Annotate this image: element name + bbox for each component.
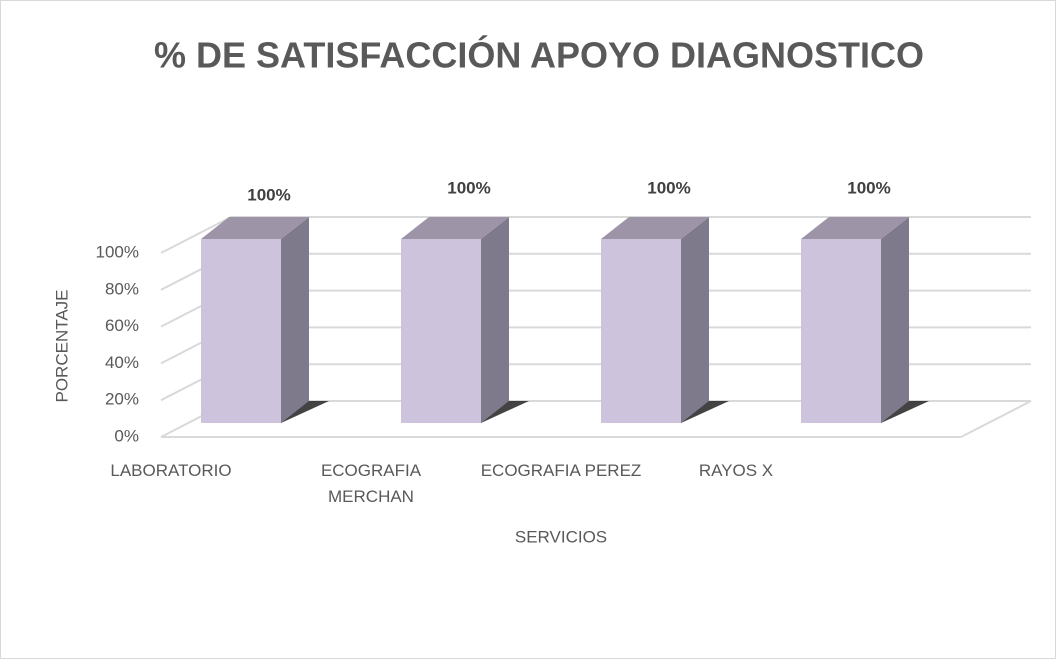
y-tick-label: 80% xyxy=(105,279,139,298)
data-label: 100% xyxy=(247,185,290,204)
bar xyxy=(201,239,281,423)
floor-edge xyxy=(960,400,1032,438)
bar-top xyxy=(401,217,509,239)
bar-top xyxy=(201,217,309,239)
bar xyxy=(801,239,881,423)
bar-side xyxy=(481,217,509,423)
y-tick-label: 60% xyxy=(105,316,139,335)
x-axis-label: SERVICIOS xyxy=(515,527,607,546)
data-label: 100% xyxy=(847,178,890,197)
bar-top xyxy=(801,217,909,239)
data-label: 100% xyxy=(647,178,690,197)
bar-side xyxy=(681,217,709,423)
bar-side xyxy=(881,217,909,423)
data-label: 100% xyxy=(447,178,490,197)
x-tick-label: LABORATORIO xyxy=(110,461,232,480)
y-tick-label: 40% xyxy=(105,353,139,372)
bar-side xyxy=(281,217,309,423)
bar xyxy=(401,239,481,423)
bar-top xyxy=(601,217,709,239)
y-tick-label: 0% xyxy=(114,426,139,445)
x-tick-label: RAYOS X xyxy=(698,461,774,480)
bar xyxy=(601,239,681,423)
x-tick-label: ECOGRAFIA PEREZ xyxy=(480,461,642,480)
y-tick-label: 20% xyxy=(105,390,139,409)
y-tick-label: 100% xyxy=(96,242,139,261)
chart-title: % DE SATISFACCIÓN APOYO DIAGNOSTICO xyxy=(154,34,924,76)
x-tick-label: ECOGRAFIA MERCHAN xyxy=(320,461,422,506)
y-axis-label: PORCENTAJE xyxy=(52,289,71,402)
